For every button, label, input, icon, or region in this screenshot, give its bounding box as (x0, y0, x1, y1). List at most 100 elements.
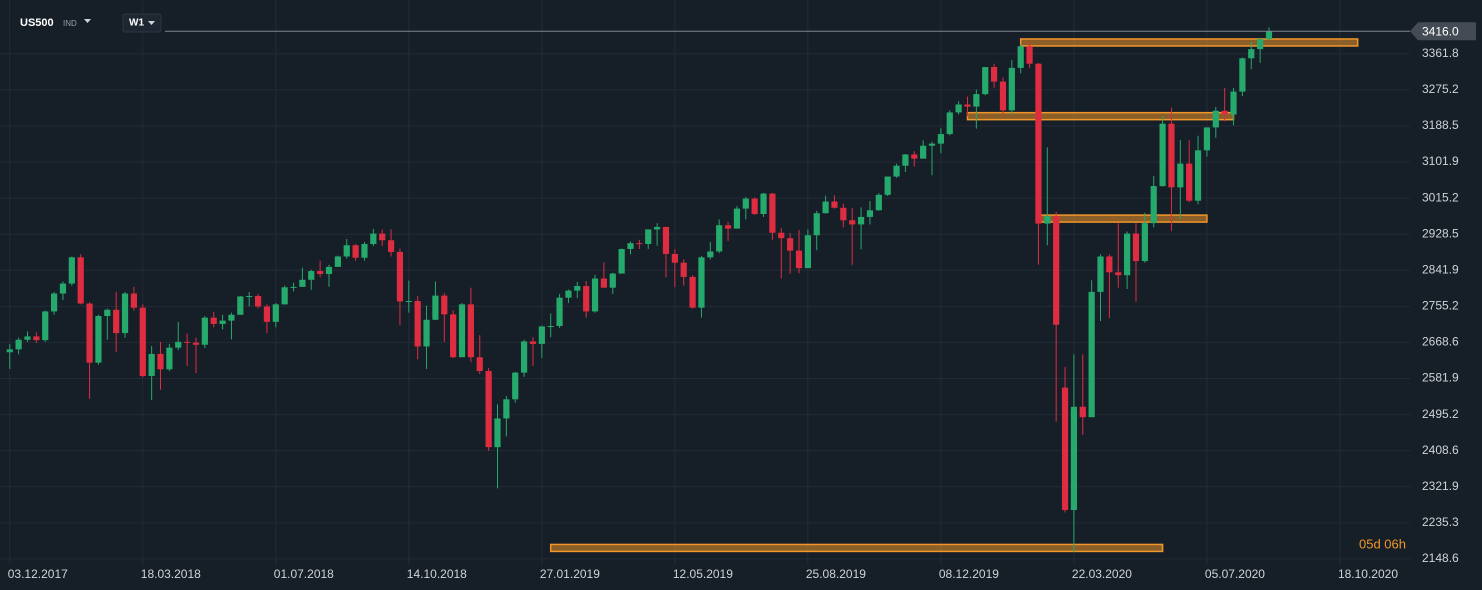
candle-body (1061, 387, 1069, 511)
candle-body (1141, 223, 1148, 262)
candle-body (627, 243, 634, 249)
market: IND (63, 19, 77, 28)
candle-body (813, 213, 820, 236)
candle-body (787, 238, 794, 251)
candle-body (432, 295, 439, 320)
level-zone (549, 543, 1164, 553)
candle-body (299, 279, 306, 287)
candle-body (396, 251, 404, 302)
y-tick-label: 2408.6 (1422, 443, 1459, 457)
candle-body (618, 248, 625, 274)
candle-body (1265, 31, 1273, 40)
symbol: US500 (20, 17, 54, 29)
candle-body (574, 286, 581, 291)
candle-body (1106, 256, 1113, 273)
x-tick-label: 25.08.2019 (806, 567, 866, 581)
candle-body (884, 176, 891, 195)
candle-body (1159, 123, 1166, 187)
candle-body (1035, 63, 1042, 224)
candle-body (201, 317, 208, 345)
candle-body (804, 235, 811, 269)
candle-body (325, 266, 333, 274)
candle-body (600, 278, 608, 288)
symbol-button[interactable] (10, 13, 100, 33)
candle-body (33, 336, 40, 341)
candle-body (795, 250, 803, 269)
candle-body (822, 201, 829, 214)
candle-body (219, 320, 226, 324)
candle-body (272, 304, 279, 322)
candle-body (1070, 406, 1078, 511)
candle-body (42, 311, 49, 341)
level-zone (1037, 214, 1208, 223)
x-tick-label: 14.10.2018 (407, 567, 467, 581)
candle-body (441, 295, 448, 315)
candle-body (1230, 91, 1237, 115)
candle-body (166, 347, 173, 370)
x-tick-label: 18.10.2020 (1338, 567, 1398, 581)
x-tick-label: 01.07.2018 (274, 567, 334, 581)
candle-body (583, 286, 590, 312)
candle-body (1053, 216, 1060, 325)
candle-body (228, 314, 235, 321)
candle-body (95, 316, 102, 363)
candle-body (1239, 58, 1246, 92)
candle-body (494, 418, 501, 448)
countdown: 05d 06h (1359, 536, 1406, 551)
candle-body (964, 104, 971, 107)
candle-body (139, 307, 146, 376)
candle-body (1168, 123, 1175, 188)
candle-body (1044, 216, 1051, 224)
dropdown-caret (84, 19, 91, 23)
candle-body (1186, 163, 1193, 201)
grid (0, 0, 1410, 565)
x-tick-label: 27.01.2019 (540, 567, 600, 581)
level-zone (1019, 38, 1359, 47)
candle-body (911, 154, 918, 159)
candle-body (1221, 110, 1228, 115)
candle-body (157, 353, 164, 370)
candle-body (485, 370, 492, 448)
candle-body (414, 301, 421, 347)
candle-body (680, 262, 687, 277)
candle-body (893, 165, 900, 177)
candle-body (609, 273, 616, 288)
candle-body (237, 296, 244, 315)
candle-body (990, 67, 998, 82)
candle-body (1026, 46, 1033, 64)
candle-body (184, 341, 191, 343)
candle-body (423, 319, 430, 347)
x-tick-label: 08.12.2019 (939, 567, 999, 581)
candle-body (1257, 39, 1264, 50)
candle-body (1132, 233, 1140, 262)
last-price-tag (1410, 22, 1476, 41)
candle-body (308, 271, 315, 280)
candle-body (458, 304, 466, 358)
y-tick-label: 3015.2 (1422, 190, 1459, 204)
candle-body (529, 341, 537, 344)
candle-body (1212, 110, 1219, 128)
candle-body (689, 276, 696, 308)
candle-body (769, 193, 776, 233)
candle-body (68, 257, 75, 284)
candle-body (716, 225, 723, 252)
candle-body (175, 341, 182, 348)
candle-body (263, 306, 271, 322)
candle-body (742, 198, 749, 209)
candle-body (733, 208, 741, 229)
y-tick-label: 2148.6 (1422, 551, 1459, 565)
candle-body (645, 229, 652, 244)
interval-button[interactable] (122, 13, 162, 33)
candle-body (192, 342, 200, 345)
candle-body (343, 245, 350, 257)
candle-body (778, 232, 785, 239)
candle-body (973, 94, 980, 107)
candle-body (1150, 186, 1157, 224)
candle-body (254, 296, 262, 307)
candle-body (1203, 127, 1211, 151)
candle-body (902, 154, 909, 166)
candle-body (130, 293, 138, 308)
y-tick-label: 3101.9 (1422, 154, 1459, 168)
